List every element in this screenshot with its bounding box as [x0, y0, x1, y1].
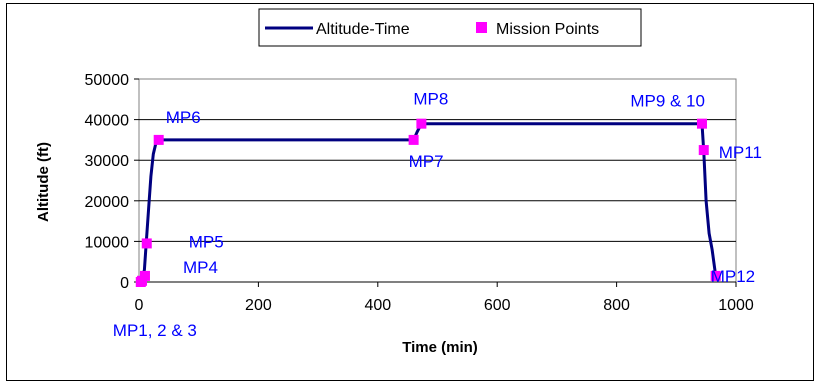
x-axis-title: Time (min) — [402, 339, 478, 356]
legend-label-mission-points: Mission Points — [496, 21, 599, 38]
mission-point-marker — [416, 118, 427, 129]
y-tick-label: 30000 — [85, 153, 130, 170]
x-tick-label: 200 — [245, 297, 272, 314]
mission-point-markers — [135, 118, 721, 287]
point-label: MP7 — [409, 152, 444, 171]
x-tick-label: 400 — [364, 297, 391, 314]
mission-point-marker — [408, 134, 419, 145]
x-tick-label: 1000 — [718, 297, 754, 314]
y-axis-ticks: 0 10000 20000 30000 40000 50000 — [85, 72, 139, 292]
x-tick-label: 0 — [135, 297, 144, 314]
legend-box — [258, 8, 642, 47]
legend: Altitude-Time Mission Points — [258, 8, 642, 47]
y-tick-label: 40000 — [85, 113, 130, 130]
y-tick-label: 0 — [120, 275, 129, 292]
y-tick-label: 20000 — [85, 194, 130, 211]
gridlines — [139, 119, 736, 242]
point-label: MP12 — [711, 267, 755, 286]
mission-point-marker — [141, 238, 152, 249]
x-tick-label: 800 — [603, 297, 630, 314]
x-tick-label: 600 — [484, 297, 511, 314]
x-axis-ticks: 0 200 400 600 800 1000 — [135, 281, 754, 314]
mission-point-marker — [696, 118, 707, 129]
point-label: MP5 — [189, 232, 224, 251]
mission-point-marker — [710, 270, 721, 281]
legend-marker-swatch — [476, 22, 487, 33]
point-label: MP8 — [413, 90, 448, 109]
plot-area — [138, 78, 737, 283]
y-tick-label: 50000 — [85, 72, 130, 89]
mission-point-marker — [153, 134, 164, 145]
point-annotations: MP1, 2 & 3 MP4 MP5 MP6 MP7 MP8 MP9 & 10 MP11 MP1… — [113, 90, 762, 340]
y-axis-title: Altitude (ft) — [35, 142, 52, 222]
mission-point-marker — [139, 270, 150, 281]
point-label: MP9 & 10 — [630, 92, 705, 111]
mission-point-marker — [698, 145, 709, 156]
point-label: MP11 — [719, 143, 762, 162]
point-label: MP1, 2 & 3 — [113, 321, 197, 340]
point-label: MP4 — [183, 258, 218, 277]
y-tick-label: 10000 — [85, 234, 130, 251]
legend-label-altitude-time: Altitude-Time — [316, 21, 410, 38]
point-label: MP6 — [166, 108, 201, 127]
